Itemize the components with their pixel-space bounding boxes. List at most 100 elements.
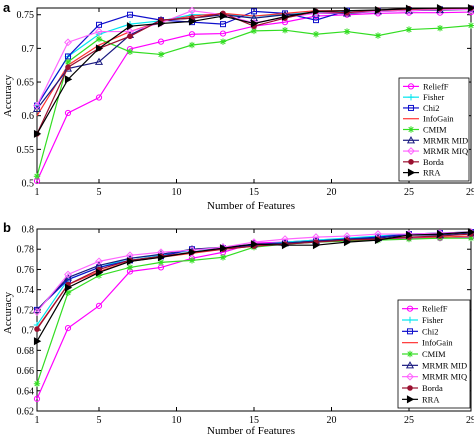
panel-a-series-mrmr-mid-point [32,104,42,113]
panel-a-xtick-label: 29 [466,187,474,198]
panel-a-series-rra-point [374,5,383,15]
panel-a-ytick-label: 0.65 [17,78,35,89]
panel-a-series-rra-point [64,75,73,84]
panel-a-legend-label-relieff: ReliefF [423,81,449,91]
panel-a-legend-label-mrmr-mid: MRMR MID [423,135,468,145]
panel-a-series-rra-point [343,6,352,15]
panel-b-legend-label-relieff: ReliefF [422,304,448,314]
panel-b-ytick-label: 0.8 [22,225,35,236]
panel-a-xtick-label: 15 [249,187,259,198]
panel-b-ytick-label: 0.72 [17,305,35,316]
panel-a-legend-marker-borda [408,159,414,165]
panel-a-ytick-label: 0.7 [22,44,35,55]
panel-b-xtick-label: 25 [404,415,414,426]
panel-a-xtick-label: 1 [35,187,40,198]
panel-a-legend-label-fisher: Fisher [423,92,444,102]
panel-a-legend-item-chi2: Chi2 [403,103,440,113]
panel-b-series-rra-point [33,337,42,346]
panel-b-legend-label-rra: RRA [422,394,440,404]
panel-a-series-cmim-point [219,38,227,45]
panel-b-series-rra-point [250,240,259,249]
panel-b-series-cmim-point [33,380,41,387]
panel-b-series-borda-point [34,326,40,332]
panel-a-series-mrmr-miq-point [95,27,103,36]
panel-b-ytick-label: 0.66 [17,366,35,377]
panel-b-ytick-label: 0.68 [17,346,35,357]
panel-b-xtick-label: 29 [466,415,474,426]
panel-a-series-rra-point [157,19,166,28]
panel-a-series-rra-point [95,44,104,53]
panel-a-series-relieff-point [188,31,196,38]
panel-b-xtick-label: 20 [327,415,337,426]
panel-a-legend-item-relieff: ReliefF [403,81,449,91]
panel-a-legend-marker-cmim [407,126,415,133]
panel-a-legend-marker-rra [407,168,416,177]
panel-a-legend-marker-relieff [407,83,415,90]
panel-b-ytick-label: 0.62 [17,407,35,418]
panel-a-xtick-label: 20 [327,187,337,198]
panel-b-series-mrmr-miq-point [33,308,41,316]
panel-a-legend-marker-fisher [407,93,415,101]
panel-b-series-rra-point [157,253,166,262]
panel-a-legend-item-cmim: CMIM [403,125,447,135]
panel-a-legend-item-rra: RRA [403,168,441,178]
panel-a-legend-marker-mrmr-mid [406,136,416,144]
panel-b-series-rra-point [188,248,197,257]
panel-a-series-rra-point [436,3,445,13]
panel-b-ytick-label: 0.76 [17,265,35,276]
panel-a-series-mrmr-miq-point [188,6,196,15]
panel-a-ylabel: Accuracy [2,74,14,117]
panel-a-label: a [3,0,11,15]
panel-b-legend-marker-relieff [406,305,414,312]
panel-b-legend-marker-cmim [406,350,414,358]
panel-a-series-cmim-point [436,24,444,32]
panel-a-series-relieff-point [219,30,227,37]
panel-a-legend-label-borda: Borda [423,157,444,167]
panel-a-series-cmim-point [374,32,382,39]
panel-a-series-cmim-point [405,26,413,33]
panel-b-series-rra-point [281,241,290,250]
panel-a-series-chi2-point [313,17,319,24]
panel-b-legend-item-infogain: InfoGain [402,338,453,348]
panel-b-ytick-label: 0.78 [17,245,35,256]
panel-a-series-mrmr-miq-point [64,38,72,47]
panel-a-legend-marker-mrmr-miq [407,147,415,155]
panel-a-series-chi2-point [220,21,226,28]
panel-b-legend-item-cmim: CMIM [402,349,446,359]
panel-b-xtick-label: 1 [35,415,40,426]
panel-a-xlabel: Number of Features [207,200,295,212]
panel-a-legend-label-mrmr-miq: MRMR MIQ [423,146,468,156]
panel-b-series-rra-point [126,257,135,266]
panel-b-series-mrmr-miq-point [95,257,103,266]
panel-a-series-mrmr-mid-point [249,13,259,22]
panel-b-legend-marker-mrmr-mid [405,361,415,369]
panel-b-legend-marker-rra [406,395,415,404]
panel-b-series-cmim-point [95,272,103,279]
panel-a-series-relieff-point [95,94,103,101]
panel-a-series-cmim-point [33,173,41,180]
panel-a-legend-item-mrmr-mid: MRMR MID [403,135,468,145]
panel-b-series-rra-point [405,231,414,240]
panel-a-legend-label-rra: RRA [423,168,441,178]
panel-a-ytick-label: 0.6 [22,111,35,122]
panel-a-xtick-label: 5 [97,187,102,198]
panel-a-series-mrmr-miq-point [33,101,41,110]
panel-b-series-cmim-point [467,234,474,242]
panel-a-ytick-label: 0.55 [17,145,35,156]
panel-b-series-rra-point [312,241,321,250]
panel-a-xtick-label: 10 [172,187,182,198]
panel-a-legend-item-infogain: InfoGain [403,114,454,124]
panel-a-series-rra-point [188,17,197,26]
panel-a-legend-label-infogain: InfoGain [423,114,454,124]
panel-a-series-borda-point [65,64,71,71]
panel-a-series-rra-point [250,19,259,28]
panel-a-series-cmim-point [188,41,196,49]
panel-b-legend-marker-chi2 [407,328,413,335]
panel-a-series-rra-point [467,3,474,13]
panel-b-series-cmim-point [188,257,196,264]
panel-a-series-rra-point [126,22,135,31]
panel-a-series-relieff-point [64,109,72,117]
panel-b-series-cmim-point [219,254,227,261]
panel-a-series-mrmr-mid-point [94,57,104,65]
